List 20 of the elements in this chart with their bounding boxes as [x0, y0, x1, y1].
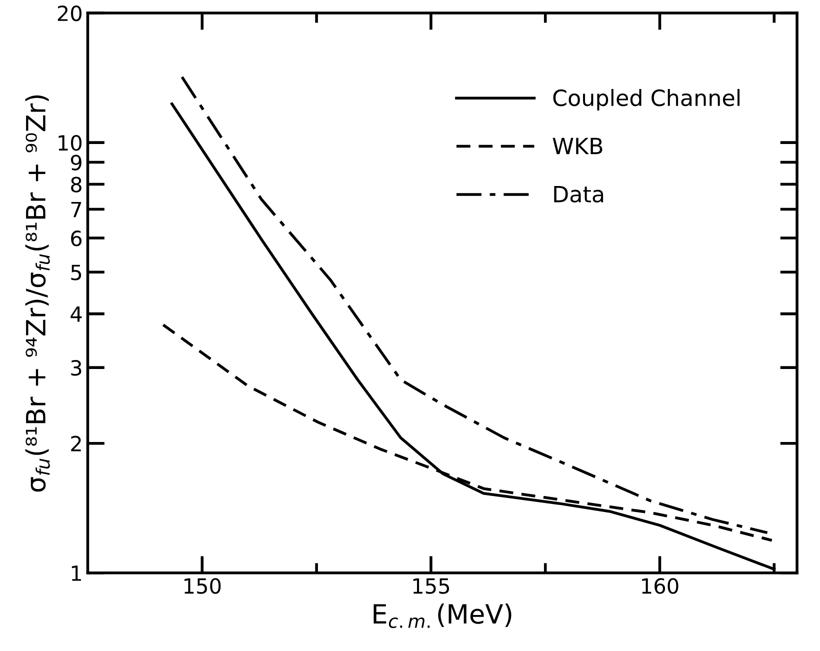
y-tick-label: 1: [72, 566, 81, 581]
x-tick-label: 160: [642, 578, 678, 594]
y-tick-label: 3: [71, 360, 82, 376]
x-tick-label: 150: [184, 578, 221, 594]
legend-label: Coupled Channel: [553, 89, 740, 111]
x-tick-label: 155: [413, 578, 450, 594]
y-tick-label: 7: [71, 202, 82, 218]
legend-label: Data: [554, 186, 604, 203]
line-series: [180, 76, 769, 534]
y-tick-label: 6: [71, 230, 82, 246]
y-tick-label: 20: [58, 5, 82, 22]
y-tick-label: 8: [71, 176, 82, 192]
legend-label: WKB: [552, 138, 602, 154]
x-axis-title: E$_{c.m.}$(MeV): [374, 603, 512, 628]
y-tick-label: 5: [71, 264, 82, 280]
y-axis-title: σ$_{fu}$(⁸¹Br + ⁹⁴Zr)/σ$_{fu}$(⁸¹Br + ⁹⁰Zr): [25, 95, 50, 492]
y-tick-label: 2: [71, 436, 81, 452]
y-tick-label: 10: [58, 135, 82, 151]
y-tick-label: 4: [70, 306, 82, 322]
y-tick-label: 9: [70, 154, 82, 170]
